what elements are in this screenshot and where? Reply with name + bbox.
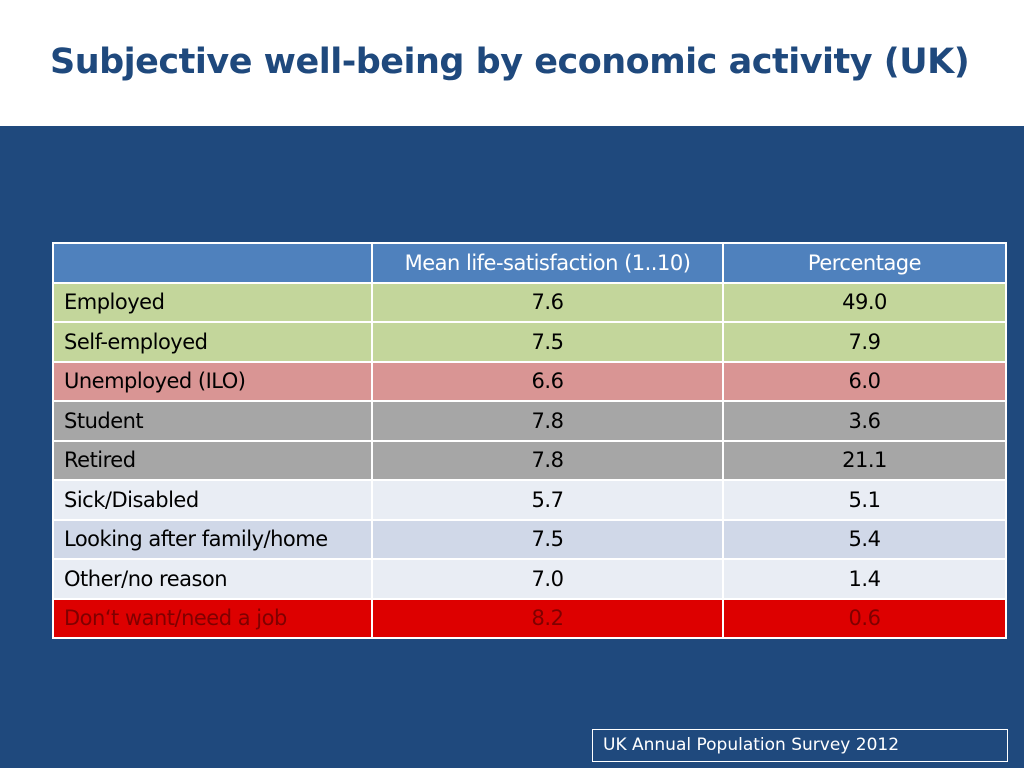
table-cell: 7.6 xyxy=(371,281,724,323)
table-cell: 5.7 xyxy=(371,479,724,521)
table-body: Employed 7.6 49.0 Self-employed 7.5 7.9 Unempl… xyxy=(52,281,1007,639)
table-cell: 8.2 xyxy=(371,597,724,639)
table-row: Unemployed (ILO) 6.6 6.0 xyxy=(52,360,1007,402)
table-cell: 1.4 xyxy=(722,558,1007,600)
title-band: Subjective well-being by economic activi… xyxy=(0,0,1024,126)
table-cell: 21.1 xyxy=(722,439,1007,481)
table-cell: 7.8 xyxy=(371,439,724,481)
row-label: Unemployed (ILO) xyxy=(52,360,373,402)
row-label: Don‘t want/need a job xyxy=(52,597,373,639)
table-cell: 7.0 xyxy=(371,558,724,600)
table-cell: 7.5 xyxy=(371,321,724,363)
row-label: Sick/Disabled xyxy=(52,479,373,521)
table-cell: 3.6 xyxy=(722,400,1007,442)
corner-cell xyxy=(52,242,373,284)
table-cell: 6.6 xyxy=(371,360,724,402)
slide-title: Subjective well-being by economic activi… xyxy=(50,42,970,82)
table-cell: 7.8 xyxy=(371,400,724,442)
table-cell: 49.0 xyxy=(722,281,1007,323)
table-row: Sick/Disabled 5.7 5.1 xyxy=(52,479,1007,521)
table-cell: 0.6 xyxy=(722,597,1007,639)
table-row: Looking after family/home 7.5 5.4 xyxy=(52,518,1007,560)
column-header: Mean life-satisfaction (1..10) xyxy=(371,242,724,284)
table-row: Don‘t want/need a job 8.2 0.6 xyxy=(52,597,1007,639)
table-row: Student 7.8 3.6 xyxy=(52,400,1007,442)
table-cell: 7.9 xyxy=(722,321,1007,363)
table-cell: 7.5 xyxy=(371,518,724,560)
table-row: Self-employed 7.5 7.9 xyxy=(52,321,1007,363)
table-row: Other/no reason 7.0 1.4 xyxy=(52,558,1007,600)
column-header: Percentage xyxy=(722,242,1007,284)
table-cell: 6.0 xyxy=(722,360,1007,402)
header-row: Mean life-satisfaction (1..10) Percentage xyxy=(52,242,1007,284)
table-cell: 5.1 xyxy=(722,479,1007,521)
data-table: Mean life-satisfaction (1..10) Percentage… xyxy=(52,242,1007,639)
table-cell: 5.4 xyxy=(722,518,1007,560)
row-label: Student xyxy=(52,400,373,442)
row-label: Self-employed xyxy=(52,321,373,363)
table-row: Employed 7.6 49.0 xyxy=(52,281,1007,323)
table-row: Retired 7.8 21.1 xyxy=(52,439,1007,481)
row-label: Other/no reason xyxy=(52,558,373,600)
source-note: UK Annual Population Survey 2012 xyxy=(592,729,1008,762)
row-label: Retired xyxy=(52,439,373,481)
row-label: Employed xyxy=(52,281,373,323)
row-label: Looking after family/home xyxy=(52,518,373,560)
